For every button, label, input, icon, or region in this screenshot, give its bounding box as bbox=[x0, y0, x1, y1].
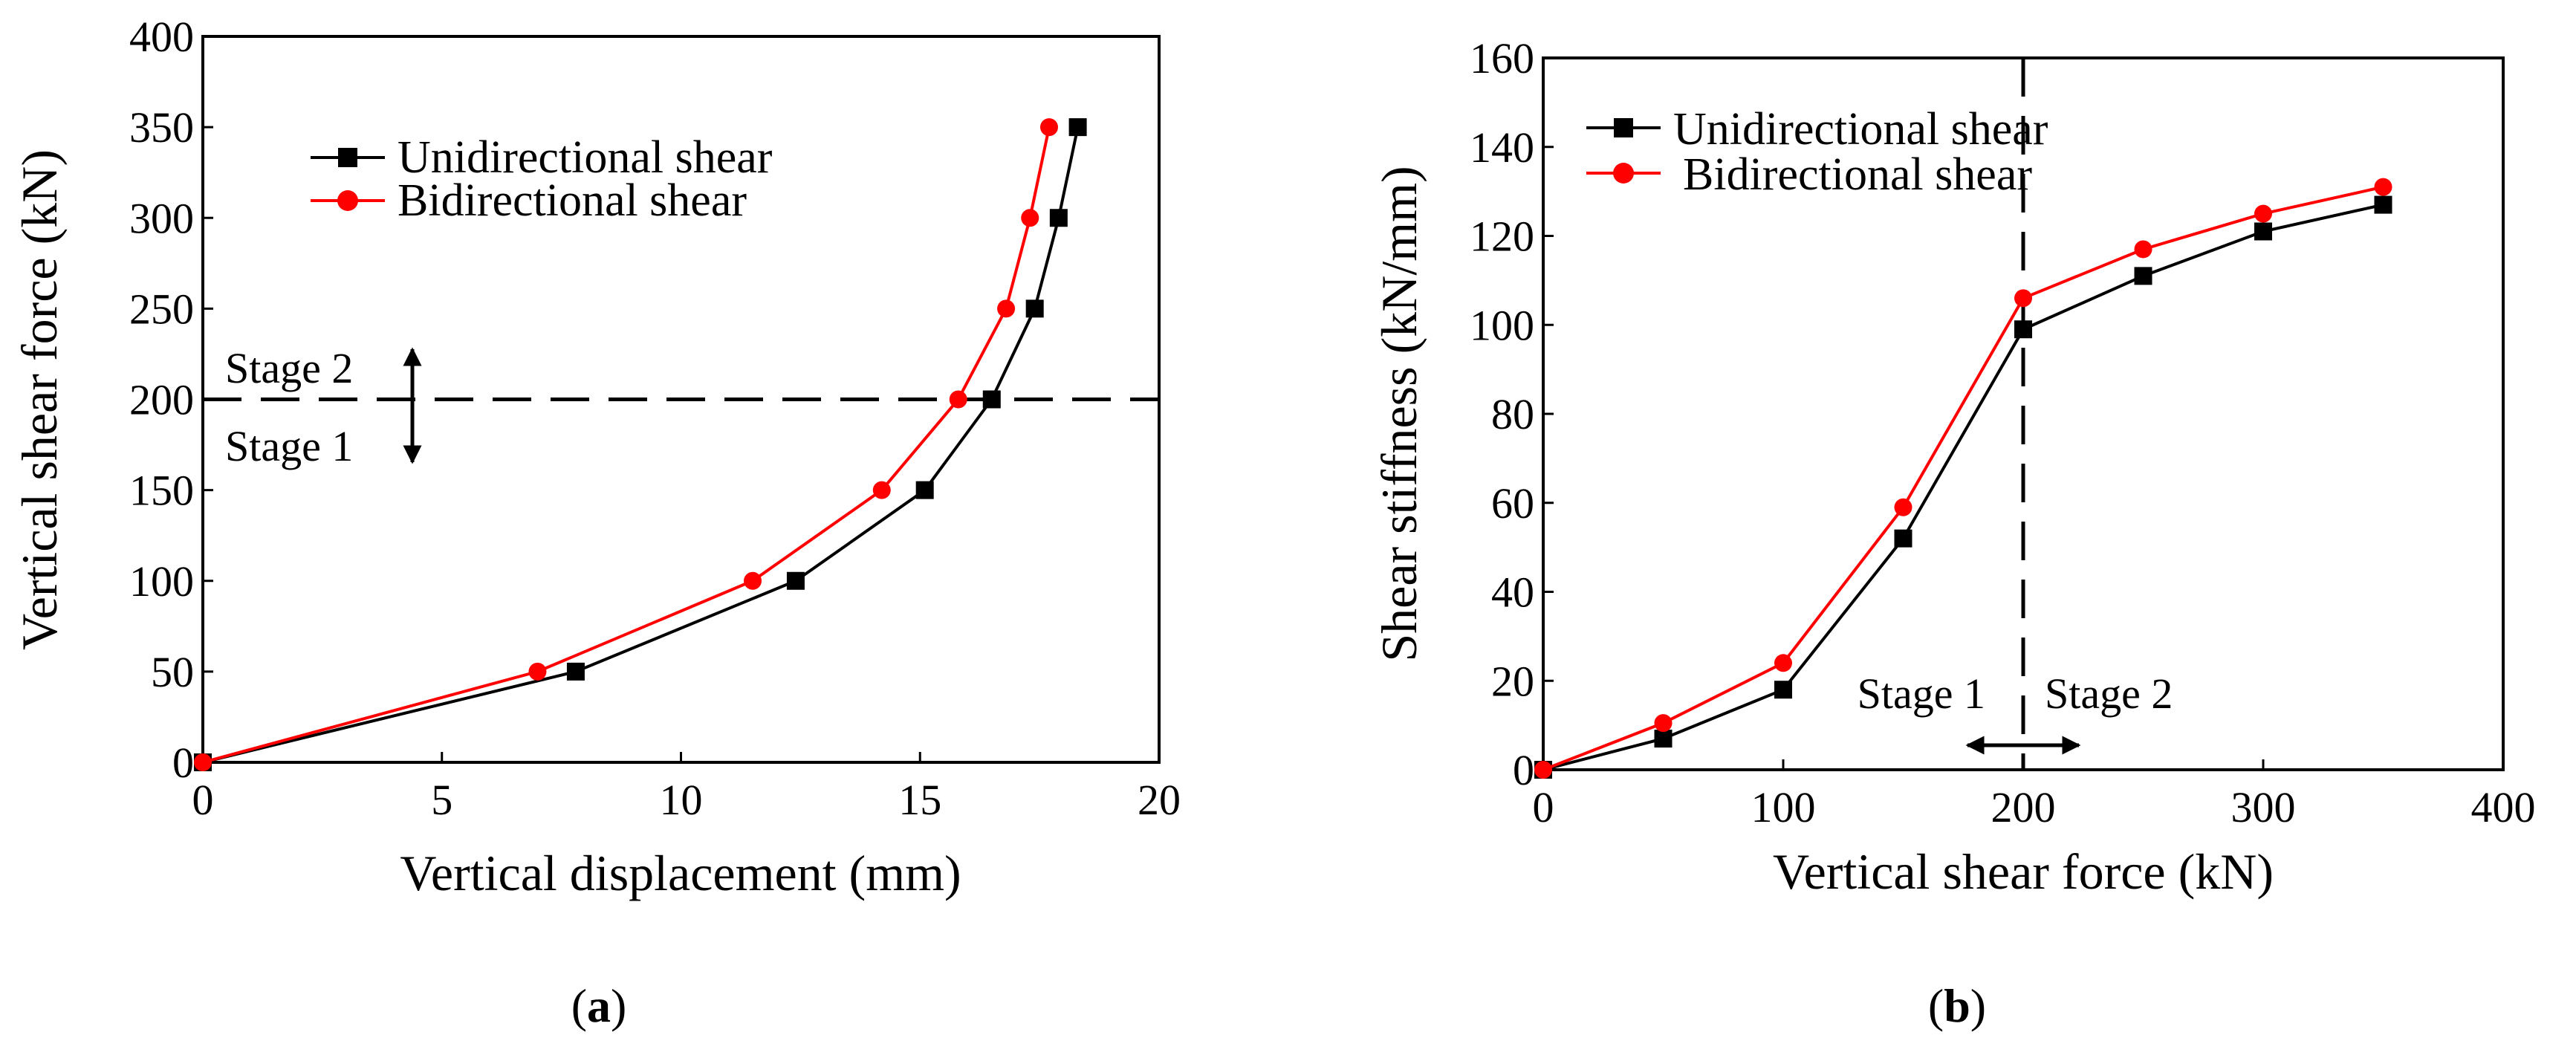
x-tick-label: 200 bbox=[1991, 783, 2056, 831]
y-tick-label: 300 bbox=[129, 194, 194, 242]
y-tick-label: 250 bbox=[129, 285, 194, 333]
x-tick-label: 0 bbox=[192, 776, 214, 824]
data-point-bidirectional bbox=[528, 662, 547, 681]
chart-b-stage-right-label: Stage 2 bbox=[2045, 669, 2173, 718]
data-point-bidirectional bbox=[2134, 240, 2152, 259]
series-line-bidirectional bbox=[1542, 185, 2384, 771]
y-tick-label: 200 bbox=[129, 376, 194, 424]
data-point-bidirectional bbox=[2374, 178, 2392, 196]
chart-a-legend: Unidirectional shear Bidirectional shear bbox=[311, 132, 773, 226]
data-point-bidirectional bbox=[1894, 498, 1912, 516]
legend-b-bidirectional-label: Bidirectional shear bbox=[1683, 149, 2032, 200]
legend-a-unidirectional-marker bbox=[338, 148, 357, 167]
data-point-bidirectional bbox=[997, 299, 1016, 318]
data-point-unidirectional bbox=[2374, 195, 2392, 214]
data-point-unidirectional bbox=[1049, 209, 1068, 227]
data-point-bidirectional bbox=[2014, 289, 2032, 308]
x-tick-label: 100 bbox=[1751, 783, 1816, 831]
y-tick-label: 120 bbox=[1470, 213, 1534, 261]
data-point-unidirectional bbox=[2254, 222, 2272, 241]
data-point-unidirectional bbox=[1774, 681, 1792, 699]
data-point-bidirectional bbox=[1654, 714, 1673, 733]
legend-a-bidirectional-marker bbox=[337, 190, 358, 211]
x-tick-label: 20 bbox=[1138, 776, 1181, 824]
series-line-unidirectional bbox=[1542, 203, 2384, 771]
y-tick-label: 160 bbox=[1470, 34, 1534, 82]
data-point-unidirectional bbox=[1894, 529, 1912, 548]
data-point-bidirectional bbox=[2254, 204, 2272, 223]
data-point-unidirectional bbox=[982, 390, 1001, 409]
data-point-unidirectional bbox=[786, 571, 805, 590]
legend-a-bidirectional-label: Bidirectional shear bbox=[398, 175, 747, 226]
data-point-bidirectional bbox=[1534, 761, 1552, 779]
x-tick-label: 400 bbox=[2471, 783, 2536, 831]
data-point-bidirectional bbox=[744, 571, 762, 590]
y-tick-label: 80 bbox=[1491, 390, 1534, 438]
chart-b-x-axis-title: Vertical shear force (kN) bbox=[1773, 843, 2274, 900]
data-point-bidirectional bbox=[1039, 118, 1058, 137]
data-point-bidirectional bbox=[194, 753, 212, 771]
legend-a-unidirectional-label: Unidirectional shear bbox=[398, 132, 773, 183]
x-tick-label: 10 bbox=[660, 776, 703, 824]
x-tick-label: 5 bbox=[431, 776, 452, 824]
chart-a-stage-lower-label: Stage 1 bbox=[225, 422, 353, 470]
chart-a-series bbox=[194, 118, 1087, 771]
y-tick-label: 400 bbox=[129, 13, 194, 61]
data-point-bidirectional bbox=[1774, 654, 1792, 672]
data-point-unidirectional bbox=[1654, 730, 1673, 748]
y-tick-label: 100 bbox=[129, 557, 194, 606]
chart-b-stage-left-label: Stage 1 bbox=[1858, 669, 1985, 718]
chart-a-caption: (a) bbox=[571, 979, 627, 1032]
y-tick-label: 140 bbox=[1470, 123, 1534, 172]
y-tick-label: 50 bbox=[151, 648, 194, 696]
chart-a-stage-upper-label: Stage 2 bbox=[225, 344, 353, 392]
y-tick-label: 0 bbox=[172, 739, 194, 787]
legend-b-unidirectional-marker bbox=[1614, 118, 1633, 137]
chart-b-y-axis-title: Shear stiffness (kN/mm) bbox=[1371, 166, 1427, 661]
y-tick-label: 0 bbox=[1513, 746, 1534, 794]
series-line-bidirectional bbox=[202, 126, 1051, 764]
chart-b: 0 100 200 300 400 0 20 40 60 80 100 120 140 160 Stage… bbox=[1371, 34, 2536, 1032]
x-tick-label: 15 bbox=[898, 776, 941, 824]
data-point-unidirectional bbox=[2134, 267, 2152, 285]
data-point-unidirectional bbox=[1068, 118, 1087, 137]
data-point-unidirectional bbox=[566, 662, 585, 681]
chart-b-caption: (b) bbox=[1928, 979, 1986, 1032]
data-point-bidirectional bbox=[949, 390, 967, 409]
chart-b-ticks: 0 100 200 300 400 0 20 40 60 80 100 120 140 160 bbox=[1470, 34, 2536, 831]
data-point-bidirectional bbox=[872, 481, 891, 499]
series-line-unidirectional bbox=[202, 126, 1080, 764]
data-point-unidirectional bbox=[915, 481, 934, 499]
chart-b-series bbox=[1534, 178, 2392, 779]
data-point-bidirectional bbox=[1021, 209, 1039, 227]
data-point-unidirectional bbox=[2014, 320, 2032, 339]
y-tick-label: 40 bbox=[1491, 568, 1534, 617]
legend-b-unidirectional-label: Unidirectional shear bbox=[1673, 104, 2048, 155]
chart-b-legend: Unidirectional shear Bidirectional shear bbox=[1586, 104, 2048, 200]
data-point-unidirectional bbox=[1025, 299, 1044, 318]
y-tick-label: 150 bbox=[129, 467, 194, 515]
chart-a-y-axis-title: Vertical shear force (kN) bbox=[11, 149, 68, 650]
x-tick-label: 0 bbox=[1533, 783, 1554, 831]
y-tick-label: 60 bbox=[1491, 479, 1534, 528]
y-tick-label: 20 bbox=[1491, 657, 1534, 705]
y-tick-label: 350 bbox=[129, 103, 194, 152]
y-tick-label: 100 bbox=[1470, 301, 1534, 349]
legend-b-bidirectional-marker bbox=[1613, 163, 1634, 184]
x-tick-label: 300 bbox=[2231, 783, 2296, 831]
chart-a-x-axis-title: Vertical displacement (mm) bbox=[400, 845, 961, 901]
